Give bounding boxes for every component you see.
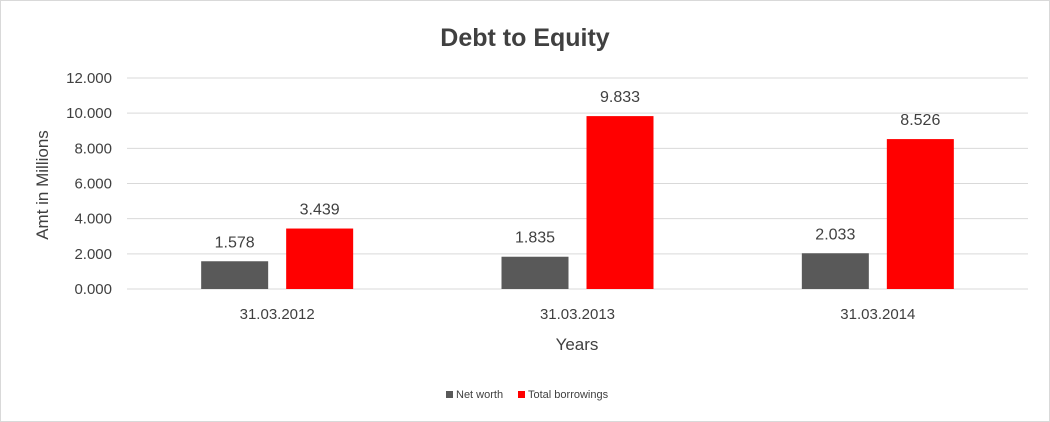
- x-axis-ticks: 31.03.2012 31.03.2013 31.03.2014: [240, 306, 916, 323]
- bar-net-worth: [501, 256, 569, 289]
- y-tick-label: 0.000: [74, 281, 112, 298]
- y-tick-label: 12.000: [66, 70, 112, 87]
- y-axis-label: Amt in Millions: [33, 130, 52, 240]
- y-tick-label: 6.000: [74, 176, 112, 193]
- y-axis-ticks: 0.000 2.000 4.000 6.000 8.000 10.000 12.000: [66, 70, 112, 298]
- legend-label: Total borrowings: [528, 389, 609, 401]
- data-labels: 1.578 3.439 1.835 9.833 2.033 8.526: [215, 89, 941, 251]
- x-axis-label: Years: [556, 335, 599, 354]
- legend: Net worth Total borrowings: [446, 389, 609, 401]
- legend-swatch: [518, 391, 525, 398]
- bar-net-worth: [201, 261, 269, 289]
- bar-net-worth: [801, 253, 869, 289]
- y-tick-label: 10.000: [66, 105, 112, 122]
- chart-title: Debt to Equity: [440, 24, 610, 52]
- bars: [201, 116, 954, 289]
- data-label: 8.526: [900, 112, 940, 129]
- bar-total-borrowings: [286, 228, 354, 289]
- data-label: 1.578: [215, 234, 255, 251]
- legend-label: Net worth: [456, 389, 503, 401]
- y-tick-label: 2.000: [74, 246, 112, 263]
- legend-swatch: [446, 391, 453, 398]
- data-label: 9.833: [600, 89, 640, 106]
- gridlines: [127, 77, 1028, 290]
- data-label: 3.439: [300, 202, 340, 219]
- bar-total-borrowings: [586, 116, 654, 289]
- data-label: 1.835: [515, 230, 555, 247]
- data-label: 2.033: [815, 226, 855, 243]
- y-tick-label: 8.000: [74, 140, 112, 157]
- x-tick-label: 31.03.2012: [240, 306, 315, 323]
- y-tick-label: 4.000: [74, 211, 112, 228]
- x-tick-label: 31.03.2013: [540, 306, 615, 323]
- bar-total-borrowings: [886, 139, 954, 289]
- x-tick-label: 31.03.2014: [840, 306, 915, 323]
